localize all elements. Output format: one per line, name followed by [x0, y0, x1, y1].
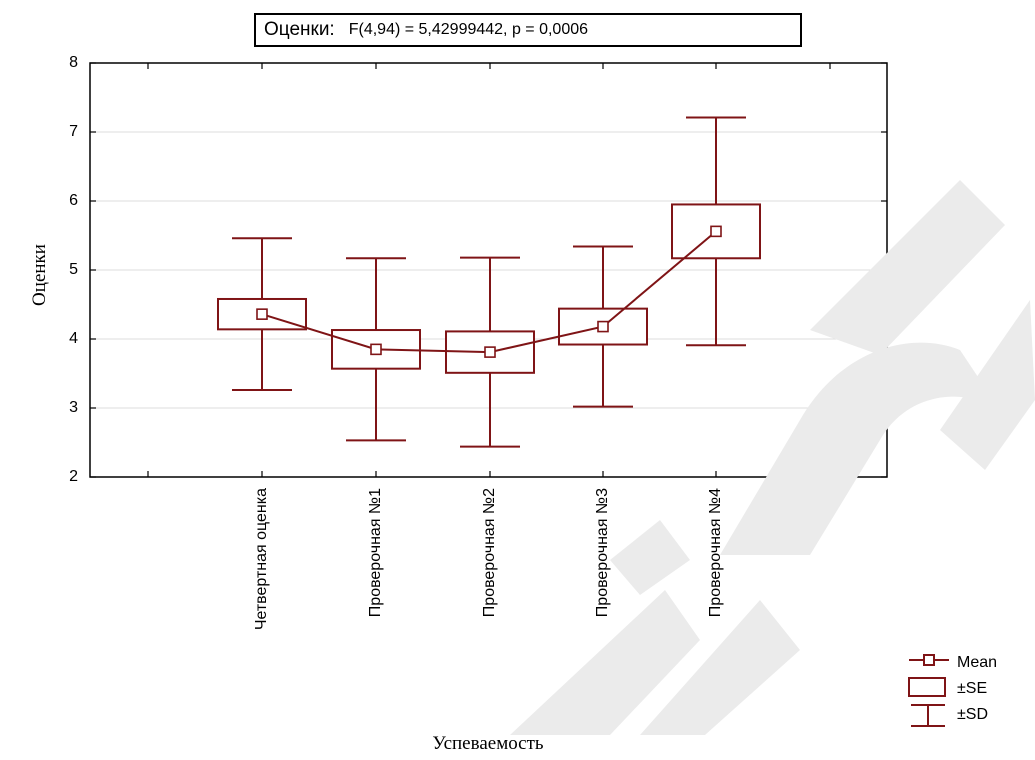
legend-label-mean: Mean: [957, 654, 998, 671]
y-tick-label: 4: [69, 330, 78, 347]
chart-title: Оценки:: [264, 19, 335, 40]
chart-subtitle: F(4,94) = 5,42999442, p = 0,0006: [348, 21, 589, 38]
y-tick-label: 7: [69, 123, 78, 140]
y-tick-label: 2: [69, 468, 78, 485]
y-tick-label: 3: [69, 399, 78, 416]
legend-sd-swatch: [911, 704, 945, 727]
x-tick-label: Проверочная №3: [594, 488, 611, 618]
mean-marker: [710, 225, 722, 238]
series-marks: [217, 116, 761, 448]
x-tick-label: Проверочная №1: [367, 488, 384, 618]
x-tick-label: Четвертная оценка: [253, 488, 270, 631]
y-tick-label: 5: [69, 261, 78, 278]
chart-title-box: Оценки: F(4,94) = 5,42999442, p = 0,0006: [254, 13, 802, 47]
legend-mean-swatch: [909, 654, 949, 666]
mean-marker: [256, 308, 268, 320]
y-axis-label: Оценки: [29, 244, 50, 306]
legend-se-swatch: [908, 677, 946, 697]
legend-label-sd: ±SD: [957, 706, 989, 723]
y-tick-label: 6: [69, 192, 78, 209]
y-tick-label: 8: [69, 54, 78, 71]
x-axis-label: Успеваемость: [432, 733, 544, 754]
mean-marker: [484, 346, 496, 358]
mean-marker: [370, 343, 382, 356]
mean-marker: [597, 320, 609, 333]
legend-label-se: ±SE: [957, 680, 988, 697]
x-tick-label: Проверочная №2: [481, 488, 498, 618]
x-tick-label: Проверочная №4: [707, 488, 724, 618]
